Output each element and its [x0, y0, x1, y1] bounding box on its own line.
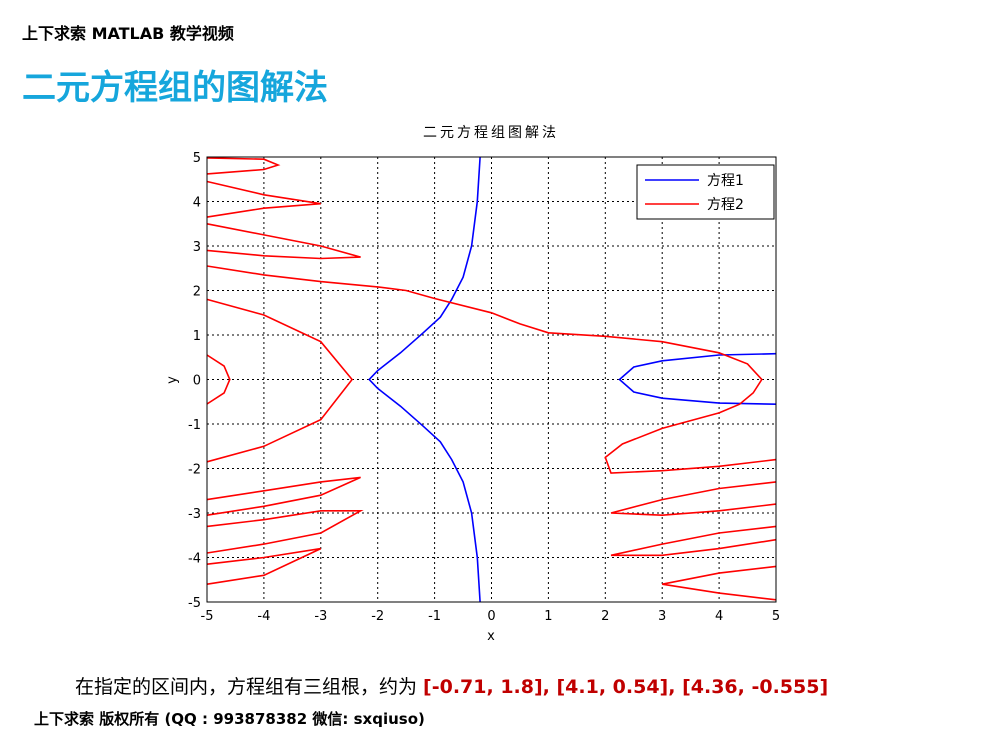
note-text: 在指定的区间内，方程组有三组根，约为: [75, 676, 424, 698]
y-axis-label: y: [165, 376, 180, 384]
y-tick-label: -2: [188, 463, 201, 478]
y-tick-label: -3: [188, 507, 201, 522]
footer: 上下求索 版权所有 (QQ : 993878382 微信: sxqiuso): [34, 710, 425, 728]
slide-title: 二元方程组的图解法: [22, 68, 328, 108]
y-tick-label: 1: [193, 329, 201, 344]
curve: [368, 156, 777, 603]
legend-label: 方程2: [707, 197, 744, 213]
y-tick-label: 5: [193, 151, 201, 166]
x-tick-label: 3: [658, 609, 666, 624]
x-tick-label: -2: [371, 609, 384, 624]
x-tick-label: -5: [201, 609, 214, 624]
legend-label: 方程1: [707, 173, 744, 189]
x-tick-label: 4: [715, 609, 723, 624]
x-tick-label: 5: [772, 609, 780, 624]
roots: [-0.71, 1.8], [4.1, 0.54], [4.36, -0.555…: [423, 676, 829, 698]
x-tick-label: -1: [428, 609, 441, 624]
y-tick-label: 2: [193, 285, 201, 300]
note: 在指定的区间内，方程组有三组根，约为 [-0.71, 1.8], [4.1, 0…: [75, 672, 828, 699]
legend-box: [636, 164, 775, 220]
x-tick-label: 1: [544, 609, 552, 624]
y-tick-label: 0: [193, 374, 201, 389]
y-tick-label: 3: [193, 240, 201, 255]
plot-frame: [206, 156, 777, 603]
y-tick-label: -4: [188, 552, 201, 567]
chart-title: 二元方程组图解法: [423, 125, 559, 141]
header: 上下求索 MATLAB 教学视频: [22, 24, 234, 43]
y-tick-label: 4: [193, 196, 201, 211]
y-tick-label: -5: [188, 596, 201, 611]
x-tick-label: -3: [314, 609, 327, 624]
x-tick-label: 0: [487, 609, 495, 624]
y-tick-label: -1: [188, 418, 201, 433]
x-tick-label: 2: [601, 609, 609, 624]
x-tick-label: -4: [257, 609, 270, 624]
curve: [206, 157, 777, 601]
chart: 二元方程组图解法 x y -5 -4 -3 -2 -1 0 1 2 3 4 5 -5 -4 -3 -2 -1 0…: [165, 125, 780, 644]
x-axis-label: x: [487, 629, 495, 644]
